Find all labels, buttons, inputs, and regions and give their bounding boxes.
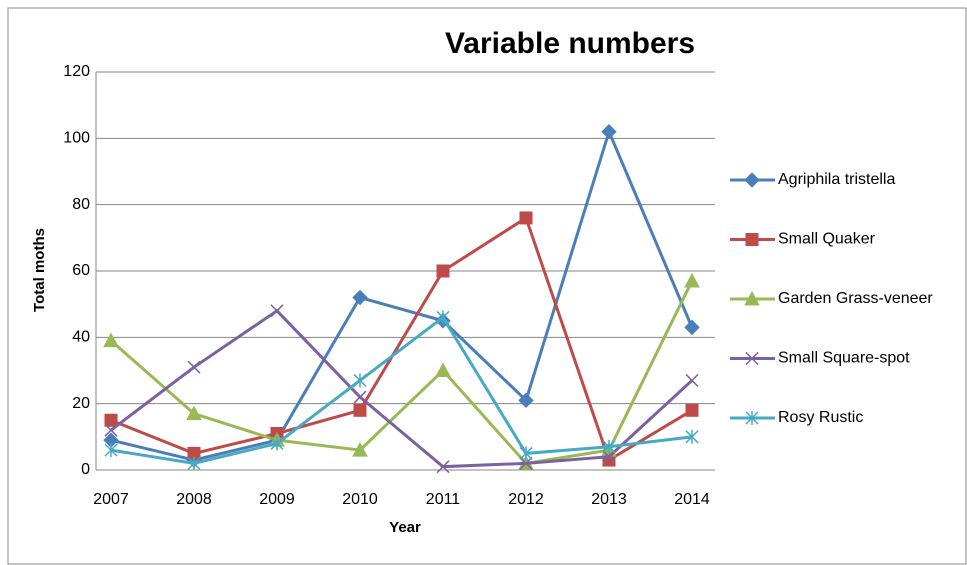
- legend-label: Small Square-spot: [778, 350, 910, 367]
- legend-marker: [744, 290, 760, 306]
- data-point: [436, 310, 450, 325]
- x-tick-label: 2009: [259, 491, 295, 508]
- data-point: [270, 436, 284, 451]
- chart-title: Variable numbers: [445, 27, 695, 60]
- data-point: [601, 123, 617, 140]
- legend-label: Rosy Rustic: [778, 409, 863, 426]
- y-axis-title: Total moths: [31, 228, 48, 312]
- x-axis-title: Year: [389, 519, 421, 536]
- x-tick-label: 2011: [426, 491, 461, 508]
- marker-stroke: [187, 360, 201, 374]
- y-tick-label: 0: [81, 461, 90, 478]
- data-point: [104, 413, 118, 427]
- marker-stroke: [745, 351, 759, 366]
- data-point: [435, 362, 451, 377]
- data-point: [519, 456, 533, 470]
- data-point: [270, 304, 284, 318]
- data-point: [436, 264, 450, 278]
- marker-stroke: [104, 423, 118, 437]
- data-point: [353, 390, 367, 404]
- legend-marker: [745, 411, 759, 425]
- data-point: [352, 289, 368, 306]
- data-point: [104, 443, 118, 458]
- data-point: [353, 403, 367, 417]
- data-point: [104, 423, 118, 437]
- data-point: [436, 460, 450, 474]
- y-tick-label: 60: [72, 262, 90, 279]
- data-point: [602, 450, 616, 464]
- data-point: [685, 403, 699, 417]
- y-tick-label: 20: [72, 395, 90, 412]
- data-point: [685, 373, 699, 387]
- legend-label: Small Quaker: [778, 231, 876, 248]
- data-point: [685, 429, 699, 444]
- legend-marker: [745, 233, 759, 246]
- x-tick-label: 2008: [176, 491, 212, 508]
- legend-marker: [744, 172, 760, 188]
- data-point: [103, 332, 119, 348]
- x-tick-label: 2012: [508, 491, 544, 508]
- marker-stroke: [685, 373, 699, 387]
- y-tick-label: 80: [72, 196, 90, 213]
- y-tick-label: 100: [63, 130, 90, 147]
- x-tick-label: 2013: [591, 491, 627, 508]
- legend-marker: [745, 351, 759, 366]
- data-point: [519, 211, 533, 225]
- data-point: [352, 442, 368, 457]
- data-point: [519, 446, 533, 461]
- legend-label: Garden Grass-veneer: [778, 290, 933, 307]
- chart-frame: [7, 7, 967, 565]
- y-tick-label: 120: [63, 63, 90, 80]
- data-point: [684, 272, 700, 288]
- marker-stroke: [602, 450, 616, 464]
- legend-label: Agriphila tristella: [778, 171, 895, 188]
- series-line: [110, 280, 694, 465]
- data-point: [602, 439, 616, 454]
- series-line: [110, 308, 694, 469]
- marker-stroke: [270, 304, 284, 318]
- data-point: [518, 392, 534, 409]
- x-tick-label: 2014: [674, 491, 710, 508]
- series-line: [110, 315, 693, 465]
- marker-stroke: [353, 390, 367, 404]
- data-point: [186, 405, 202, 421]
- x-tick-label: 2010: [342, 491, 378, 508]
- marker-stroke: [436, 460, 450, 474]
- x-tick-label: 2007: [93, 491, 129, 508]
- data-point: [353, 373, 367, 388]
- data-point: [187, 360, 201, 374]
- series-line: [110, 127, 694, 462]
- series-line: [110, 215, 693, 463]
- y-tick-label: 40: [72, 329, 90, 346]
- data-point: [187, 456, 201, 471]
- data-point: [684, 319, 700, 336]
- marker-stroke: [519, 456, 533, 470]
